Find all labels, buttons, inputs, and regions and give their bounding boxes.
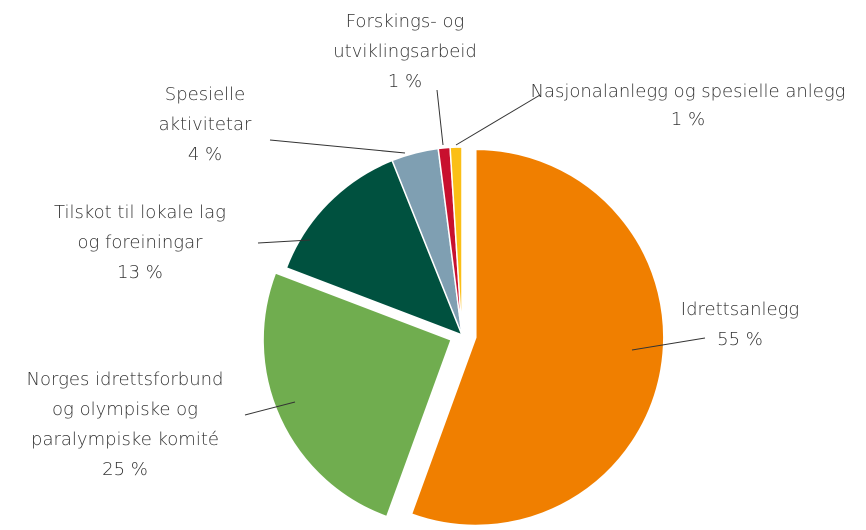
leader-line <box>631 337 706 351</box>
value-label: 13 % <box>117 262 163 283</box>
slice-label: og olympiske og <box>52 399 198 420</box>
leader-line <box>257 239 311 244</box>
leader-line <box>436 89 444 146</box>
pie-slice <box>449 146 463 336</box>
value-label: 1 % <box>671 109 705 130</box>
value-label: 4 % <box>188 144 222 165</box>
slice-label: aktivitetar <box>159 114 252 135</box>
slice-label: og foreiningar <box>77 232 203 253</box>
value-label: 25 % <box>102 459 148 480</box>
leader-line <box>455 94 541 146</box>
leader-line <box>244 401 296 416</box>
slice-label: Norges idrettsforbund <box>27 369 224 390</box>
pie-slice <box>285 159 464 337</box>
slice-label: Nasjonalanlegg og spesielle anlegg <box>531 81 846 102</box>
pie-slice <box>262 271 453 518</box>
pie-slice <box>410 148 665 527</box>
slice-label: utviklingsarbeid <box>333 41 477 62</box>
slice-label: Forskings- og <box>346 11 465 32</box>
slice-label: Idrettsanlegg <box>681 299 799 320</box>
value-label: 1 % <box>388 71 422 92</box>
slice-label: Spesielle <box>165 84 245 105</box>
value-label: 55 % <box>717 329 763 350</box>
leader-line <box>269 139 406 154</box>
slice-label: Tilskot til lokale lag <box>54 202 226 223</box>
slice-label: paralympiske komité <box>31 429 219 450</box>
